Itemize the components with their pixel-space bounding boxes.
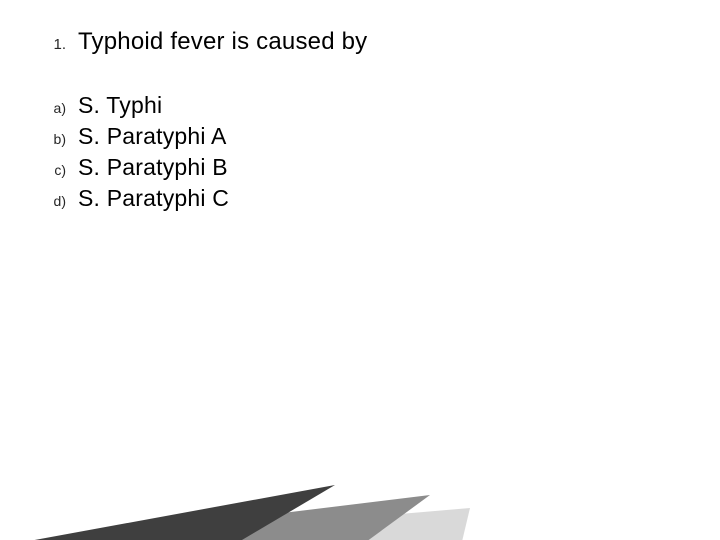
question-marker: 1. xyxy=(40,36,78,53)
option-text-d: S. Paratyphi C xyxy=(78,185,229,212)
option-row: b) S. Paratyphi A xyxy=(40,123,680,150)
option-text-a: S. Typhi xyxy=(78,92,162,119)
question-text: Typhoid fever is caused by xyxy=(78,28,367,56)
triangle-mid xyxy=(0,495,430,540)
option-text-b: S. Paratyphi A xyxy=(78,123,227,150)
triangle-light xyxy=(0,508,470,540)
option-marker-b: b) xyxy=(40,131,78,147)
question-row: 1. Typhoid fever is caused by xyxy=(40,28,680,56)
option-marker-d: d) xyxy=(40,193,78,209)
option-row: a) S. Typhi xyxy=(40,92,680,119)
corner-decoration xyxy=(0,390,720,540)
option-row: c) S. Paratyphi B xyxy=(40,154,680,181)
option-row: d) S. Paratyphi C xyxy=(40,185,680,212)
option-marker-a: a) xyxy=(40,100,78,116)
option-marker-c: c) xyxy=(40,162,78,178)
slide-content: 1. Typhoid fever is caused by a) S. Typh… xyxy=(0,0,720,212)
option-text-c: S. Paratyphi B xyxy=(78,154,228,181)
triangle-dark xyxy=(0,485,335,540)
